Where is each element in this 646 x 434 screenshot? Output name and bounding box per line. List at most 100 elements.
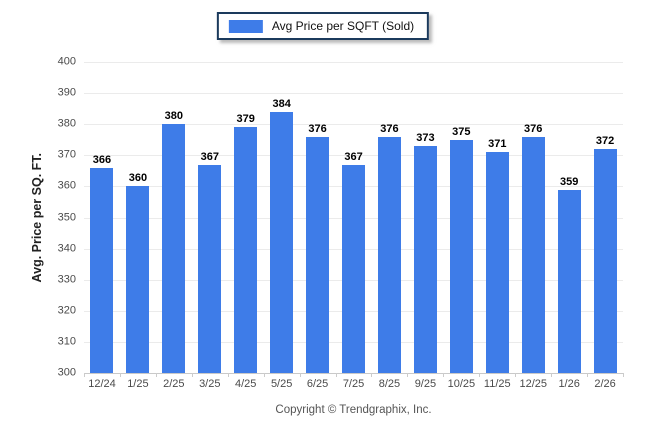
bar-slot: 372 (587, 62, 623, 373)
legend-swatch-icon (228, 19, 263, 33)
x-tick-label: 1/26 (558, 378, 580, 390)
bar-value-label: 360 (128, 172, 148, 185)
x-tick-label: 5/25 (270, 378, 293, 390)
y-tick-label: 310 (57, 335, 76, 348)
x-tick-label: 8/25 (378, 378, 401, 390)
x-tick-label: 10/25 (447, 378, 476, 390)
bar-value-label: 379 (236, 113, 255, 126)
bar[interactable] (234, 127, 258, 373)
bar[interactable] (485, 152, 509, 373)
bar-value-label: 367 (200, 150, 219, 163)
bar-value-label: 384 (272, 97, 291, 110)
x-tick-mark (84, 373, 85, 377)
y-tick-label: 300 (57, 366, 76, 379)
bar-slot: 367 (192, 62, 228, 373)
bar-slot: 376 (300, 62, 336, 373)
gridline (84, 124, 623, 126)
y-tick-label: 330 (57, 273, 76, 286)
x-tick-mark (335, 373, 337, 377)
x-tick-mark (263, 373, 265, 377)
bar-slot: 379 (228, 62, 264, 373)
x-tick-mark (407, 373, 409, 377)
x-tick-label: 4/25 (235, 378, 257, 390)
x-tick-mark (227, 373, 229, 377)
x-tick-mark (623, 373, 624, 377)
bar[interactable] (342, 164, 366, 373)
bar-slot: 373 (407, 62, 443, 373)
x-tick-mark (119, 373, 121, 377)
bar[interactable] (593, 149, 617, 373)
legend: Avg Price per SQFT (Sold) (216, 12, 430, 40)
y-tick-label: 320 (57, 304, 76, 317)
bar-value-label: 367 (344, 150, 363, 163)
x-tick-label: 6/25 (306, 378, 329, 390)
bar[interactable] (270, 111, 294, 373)
x-tick-mark (191, 373, 193, 377)
x-axis-tick-labels: 12/24 1/25 2/25 3/25 4/25 5/25 6/25 7/25 8/25 9/2… (84, 379, 623, 390)
bar[interactable] (162, 124, 186, 373)
legend-label: Avg Price per SQFT (Sold) (271, 19, 415, 33)
bar-slot: 366 (84, 62, 120, 373)
x-tick-mark (443, 373, 445, 377)
y-axis-tick-labels: 300 310 320 330 340 350 360 370 380 390 400 (38, 56, 76, 378)
bar-slot: 360 (120, 62, 156, 373)
bar[interactable] (90, 167, 114, 373)
bar-value-label: 372 (595, 135, 615, 148)
bar-series: 366 360 380 367 379 384 376 367 376 373 375 371 376 3… (84, 62, 623, 373)
bar-slot: 384 (264, 62, 300, 373)
bar-value-label: 376 (524, 122, 543, 135)
bar[interactable] (413, 145, 437, 373)
gridline (84, 155, 623, 157)
bar-value-label: 373 (416, 131, 435, 144)
bar-slot: 380 (156, 62, 192, 373)
gridline (84, 93, 623, 95)
y-tick-label: 360 (57, 179, 76, 192)
bar-value-label: 375 (452, 125, 471, 138)
bar-value-label: 376 (308, 122, 327, 135)
y-tick-label: 380 (57, 117, 76, 130)
x-tick-mark (155, 373, 157, 377)
bar-slot: 375 (443, 62, 479, 373)
bar[interactable] (306, 136, 330, 373)
x-tick-label: 2/25 (163, 378, 185, 390)
bar-slot: 359 (551, 62, 587, 373)
bar[interactable] (557, 189, 581, 373)
y-tick-label: 390 (57, 86, 76, 99)
x-tick-label: 7/25 (342, 378, 365, 390)
x-tick-label: 12/25 (519, 378, 547, 390)
x-tick-label: 2/26 (594, 378, 616, 390)
bar[interactable] (198, 164, 222, 373)
x-tick-mark (479, 373, 481, 377)
x-tick-mark (515, 373, 517, 377)
x-axis-baseline (84, 373, 623, 374)
bar[interactable] (377, 136, 401, 373)
bar[interactable] (521, 136, 545, 373)
bar-value-label: 380 (164, 110, 184, 123)
y-tick-label: 370 (57, 148, 76, 161)
x-tick-mark (371, 373, 373, 377)
x-tick-label: 11/25 (483, 378, 511, 390)
gridline (84, 62, 623, 63)
y-tick-label: 350 (57, 211, 76, 223)
x-tick-label: 9/25 (414, 378, 437, 390)
bar-slot: 367 (336, 62, 372, 373)
x-tick-label: 12/24 (88, 378, 116, 390)
y-tick-label: 400 (57, 55, 76, 68)
bar[interactable] (126, 186, 150, 373)
bar[interactable] (449, 139, 473, 373)
plot-area: 366 360 380 367 379 384 376 367 376 373 375 371 376 3… (84, 62, 624, 377)
x-tick-mark (587, 373, 589, 377)
bar-value-label: 366 (92, 153, 112, 166)
x-tick-label: 3/25 (199, 378, 221, 390)
bar-slot: 371 (479, 62, 515, 373)
bar-value-label: 371 (488, 138, 507, 151)
bar-slot: 376 (515, 62, 551, 373)
copyright-text: Copyright © Trendgraphix, Inc. (275, 404, 432, 416)
bar-slot: 376 (372, 62, 408, 373)
y-tick-label: 340 (57, 242, 76, 255)
x-tick-mark (551, 373, 553, 377)
bar-value-label: 376 (380, 122, 399, 135)
bar-value-label: 359 (559, 175, 579, 188)
x-tick-mark (299, 373, 301, 377)
